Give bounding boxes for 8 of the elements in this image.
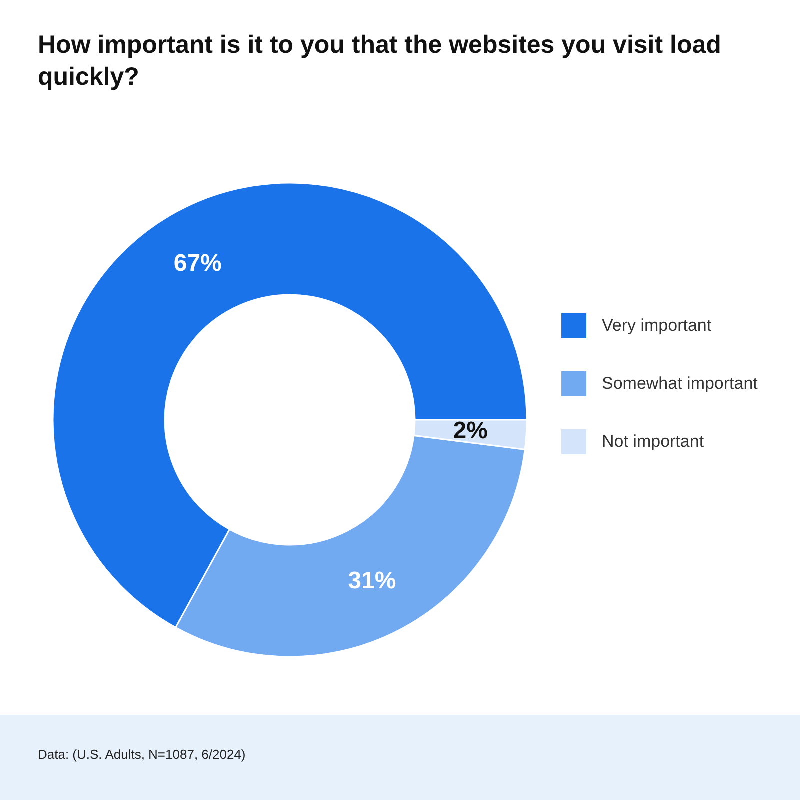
legend-label: Very important (602, 316, 712, 335)
legend-label: Not important (602, 432, 704, 451)
data-label: 2% (453, 417, 488, 444)
data-label: 31% (348, 567, 396, 594)
legend-label: Somewhat important (602, 374, 758, 393)
chart-title: How important is it to you that the websites you visit load quickly? (38, 31, 722, 91)
text: Data: (U.S. Adults, N=1087, 6/2024) (38, 747, 246, 762)
data-label: 67% (174, 250, 222, 278)
